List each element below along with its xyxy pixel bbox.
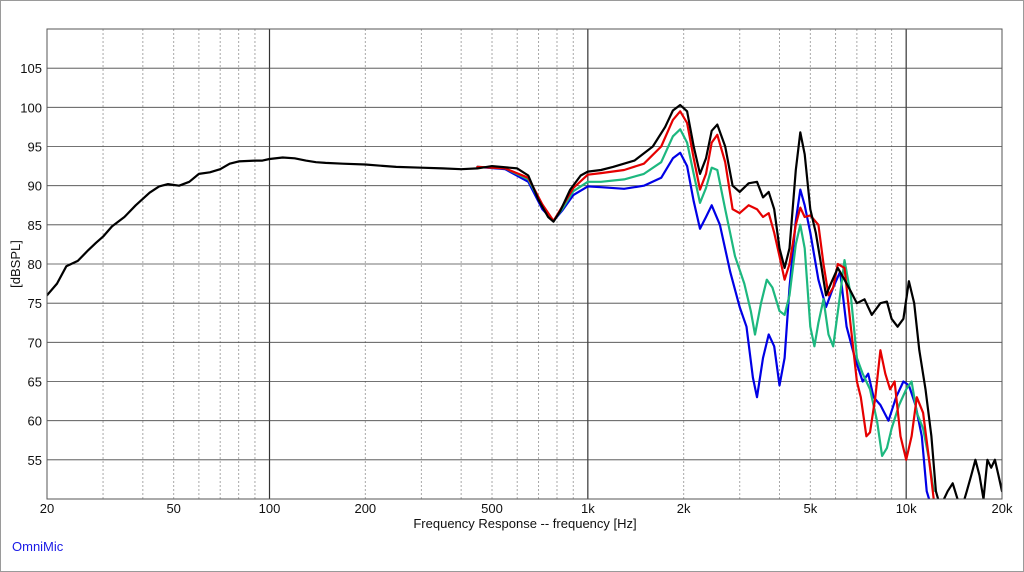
- y-tick-label: 75: [28, 296, 42, 311]
- series-line: [476, 110, 935, 499]
- x-tick-label: 1k: [581, 501, 595, 516]
- y-tick-labels: 55 60 65 70 75 80 85 90 95 100 105: [20, 61, 42, 468]
- y-tick-label: 60: [28, 414, 42, 429]
- x-tick-label: 100: [259, 501, 281, 516]
- x-tick-labels: 20 50 100 200 500 1k 2k 5k 10k 20k: [40, 501, 1013, 516]
- y-tick-label: 95: [28, 140, 42, 155]
- y-tick-label: 100: [20, 100, 42, 115]
- x-tick-label: 50: [166, 501, 180, 516]
- x-tick-label: 2k: [677, 501, 691, 516]
- x-tick-label: 20: [40, 501, 54, 516]
- x-axis-label: Frequency Response -- frequency [Hz]: [413, 516, 636, 531]
- x-tick-label: 500: [481, 501, 503, 516]
- series-line: [47, 103, 1002, 499]
- series-line: [476, 128, 935, 493]
- x-tick-label: 200: [354, 501, 376, 516]
- y-tick-label: 80: [28, 257, 42, 272]
- app-label: OmniMic: [12, 539, 64, 554]
- y-tick-label: 65: [28, 375, 42, 390]
- y-tick-label: 70: [28, 335, 42, 350]
- x-tick-label: 5k: [803, 501, 817, 516]
- x-tick-label: 10k: [896, 501, 917, 516]
- y-tick-label: 85: [28, 218, 42, 233]
- y-tick-label: 90: [28, 179, 42, 194]
- y-tick-label: 105: [20, 61, 42, 76]
- curves: [47, 103, 1002, 499]
- plot-border: [46, 28, 1003, 500]
- x-tick-label: 20k: [992, 501, 1013, 516]
- y-tick-label: 55: [28, 453, 42, 468]
- y-axis-label: [dBSPL]: [8, 240, 23, 288]
- grid: [47, 29, 1002, 499]
